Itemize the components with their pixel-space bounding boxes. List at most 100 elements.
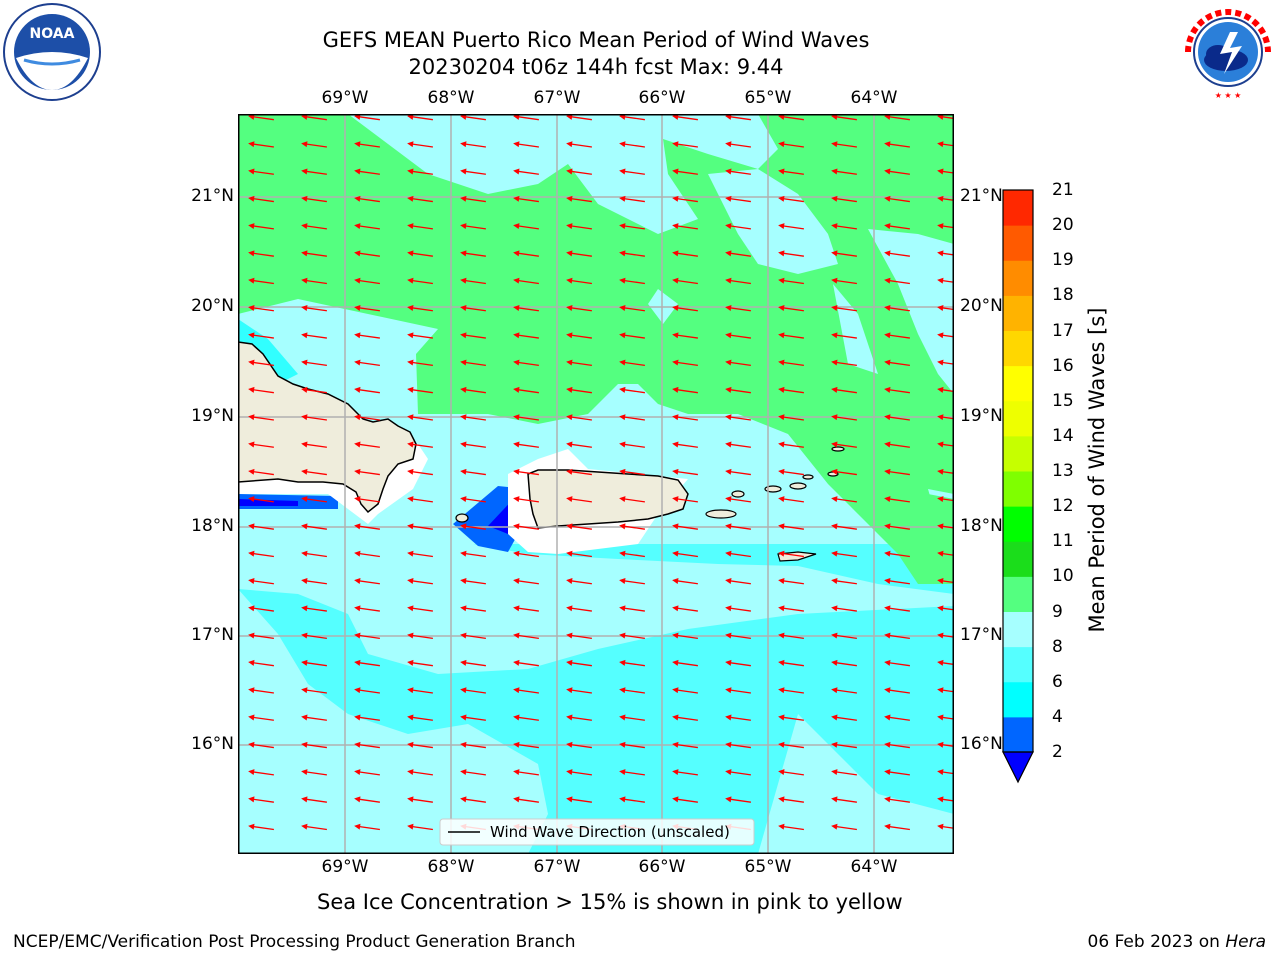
wind-wave-arrow [884, 496, 910, 503]
wind-wave-arrow [937, 332, 954, 339]
wind-wave-arrow [407, 632, 433, 640]
wind-wave-arrow [725, 168, 751, 175]
wind-wave-arrow [460, 659, 486, 667]
wind-wave-arrow [301, 714, 327, 721]
wind-wave-arrow [672, 386, 698, 394]
wind-wave-arrow [248, 714, 274, 721]
colorbar-segment [1003, 330, 1033, 367]
wind-wave-arrow [301, 141, 327, 148]
wind-wave-arrow [672, 605, 698, 612]
wind-wave-arrow [248, 523, 274, 530]
lon-label-top: 64°W [850, 88, 898, 108]
wind-wave-arrow [513, 659, 539, 667]
wind-wave-arrow [937, 468, 954, 476]
wind-wave-arrow [619, 769, 645, 776]
wind-wave-arrow [619, 386, 645, 394]
wind-wave-arrow [407, 277, 433, 285]
wind-wave-arrow [354, 468, 380, 476]
wind-wave-arrow [460, 605, 486, 612]
wind-wave-arrow [248, 195, 274, 203]
wind-wave-arrow [884, 386, 910, 394]
wind-wave-arrow [301, 414, 327, 421]
wind-wave-arrow [884, 277, 910, 285]
wind-wave-arrow [566, 605, 592, 612]
wind-wave-arrow [619, 305, 645, 312]
wind-wave-arrow [513, 386, 539, 394]
wind-wave-arrow [354, 332, 380, 339]
wind-wave-arrow [354, 496, 380, 503]
wind-wave-arrow [354, 769, 380, 776]
wind-wave-arrow [407, 578, 433, 585]
colorbar-segment [1003, 295, 1033, 331]
wind-wave-arrow [672, 741, 698, 749]
wind-wave-arrow [619, 523, 645, 530]
wind-wave-arrow [725, 769, 751, 776]
wind-wave-arrow [301, 250, 327, 257]
wind-wave-arrow [672, 168, 698, 175]
wind-wave-arrow [513, 277, 539, 285]
wind-wave-arrow [513, 769, 539, 776]
wind-wave-arrow [513, 332, 539, 339]
wind-wave-arrow [778, 468, 804, 476]
wind-wave-arrow [778, 441, 804, 448]
wind-wave-arrow [460, 550, 486, 558]
colorbar-tick-label: 6 [1052, 671, 1063, 692]
wind-wave-arrow [407, 250, 433, 257]
wind-wave-arrow [407, 796, 433, 803]
wind-wave-arrow [407, 168, 433, 175]
wind-wave-arrow [301, 441, 327, 448]
wind-wave-arrow [884, 523, 910, 530]
wind-wave-arrow [513, 359, 539, 367]
wind-wave-arrow [248, 769, 274, 776]
wind-wave-arrow [778, 605, 804, 612]
wind-wave-arrow [513, 250, 539, 257]
wind-wave-arrow [354, 687, 380, 694]
wind-wave-arrow [566, 168, 592, 175]
colorbar-tick-label: 17 [1052, 320, 1074, 341]
wind-wave-arrow [778, 632, 804, 640]
wind-wave-arrow [248, 359, 274, 367]
wind-wave-arrow [566, 550, 592, 558]
wind-wave-arrow [301, 659, 327, 667]
map-legend: Wind Wave Direction (unscaled) [439, 818, 755, 846]
wind-wave-arrow [248, 741, 274, 749]
chart-title: GEFS MEAN Puerto Rico Mean Period of Win… [322, 28, 870, 52]
wind-wave-arrow [778, 277, 804, 285]
period-band-8-9-southwest [238, 589, 548, 854]
wind-wave-arrow [460, 332, 486, 339]
wind-wave-arrow [407, 523, 433, 530]
wind-wave-arrow [884, 441, 910, 448]
puerto-rico-land [527, 469, 689, 529]
wind-wave-arrow [566, 441, 592, 448]
wind-wave-arrow [566, 578, 592, 585]
wind-wave-arrow [778, 250, 804, 257]
lat-label-right: 19°N [960, 406, 1003, 426]
wind-wave-arrow [937, 823, 954, 831]
lon-label-bottom: 69°W [321, 857, 369, 877]
wind-wave-arrow [778, 141, 804, 148]
wind-wave-arrow [725, 468, 751, 476]
wind-wave-arrow [884, 687, 910, 694]
wind-wave-arrow [778, 305, 804, 312]
wind-wave-arrow [407, 141, 433, 148]
lat-label-left: 19°N [191, 406, 234, 426]
wind-wave-arrow [407, 550, 433, 558]
wind-wave-arrow [248, 605, 274, 612]
wind-wave-arrow [672, 414, 698, 421]
wind-wave-arrow [937, 359, 954, 367]
wind-wave-arrow [354, 195, 380, 203]
wind-wave-arrow [513, 305, 539, 312]
wind-wave-arrow [831, 141, 857, 148]
wind-wave-arrow [407, 714, 433, 721]
colorbar-tick-label: 13 [1052, 461, 1074, 481]
wind-wave-arrow [937, 223, 954, 230]
svg-text:★ ★ ★: ★ ★ ★ [1215, 91, 1242, 100]
colorbar-tick-label: 2 [1052, 742, 1063, 762]
colorbar-tick-label: 20 [1052, 215, 1074, 236]
wind-wave-arrow [248, 141, 274, 148]
wind-wave-arrow [460, 168, 486, 175]
wind-wave-arrow [884, 195, 910, 203]
wind-wave-arrow [460, 523, 486, 530]
colorbar-tick-label: 10 [1052, 566, 1074, 587]
wind-wave-arrow [831, 414, 857, 421]
